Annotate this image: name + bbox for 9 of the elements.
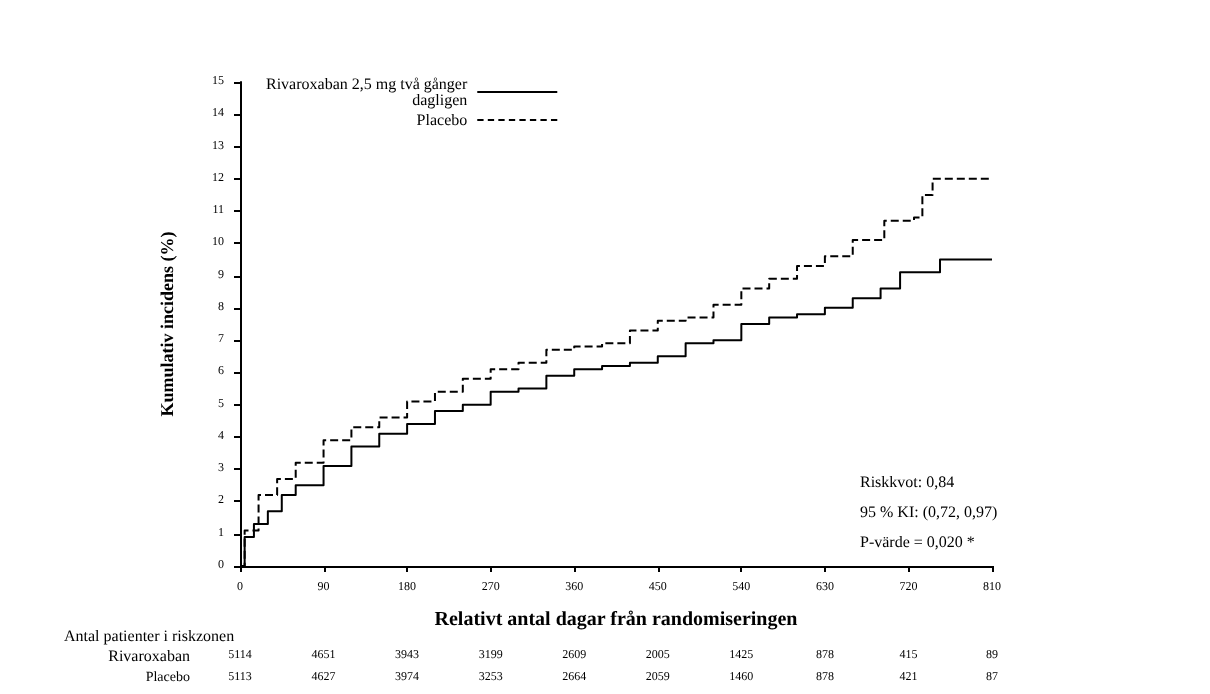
annotation: Riskkvot: 0,84 — [860, 473, 955, 491]
y-axis-title: Kumulativ incidens (%) — [157, 231, 177, 417]
x-axis-title: Relativt antal dagar från randomiseringen — [434, 609, 799, 631]
annotation: 95 % KI: (0,72, 0,97) — [860, 503, 998, 521]
legend-label: Rivaroxaban 2,5 mg två gånger dagligen — [265, 75, 468, 109]
text: Rivaroxaban — [108, 647, 190, 665]
annotation: P-värde = 0,020 * — [860, 533, 975, 551]
legend-label: Placebo — [416, 111, 468, 129]
text: Antal patienter i riskzonen — [64, 627, 235, 645]
